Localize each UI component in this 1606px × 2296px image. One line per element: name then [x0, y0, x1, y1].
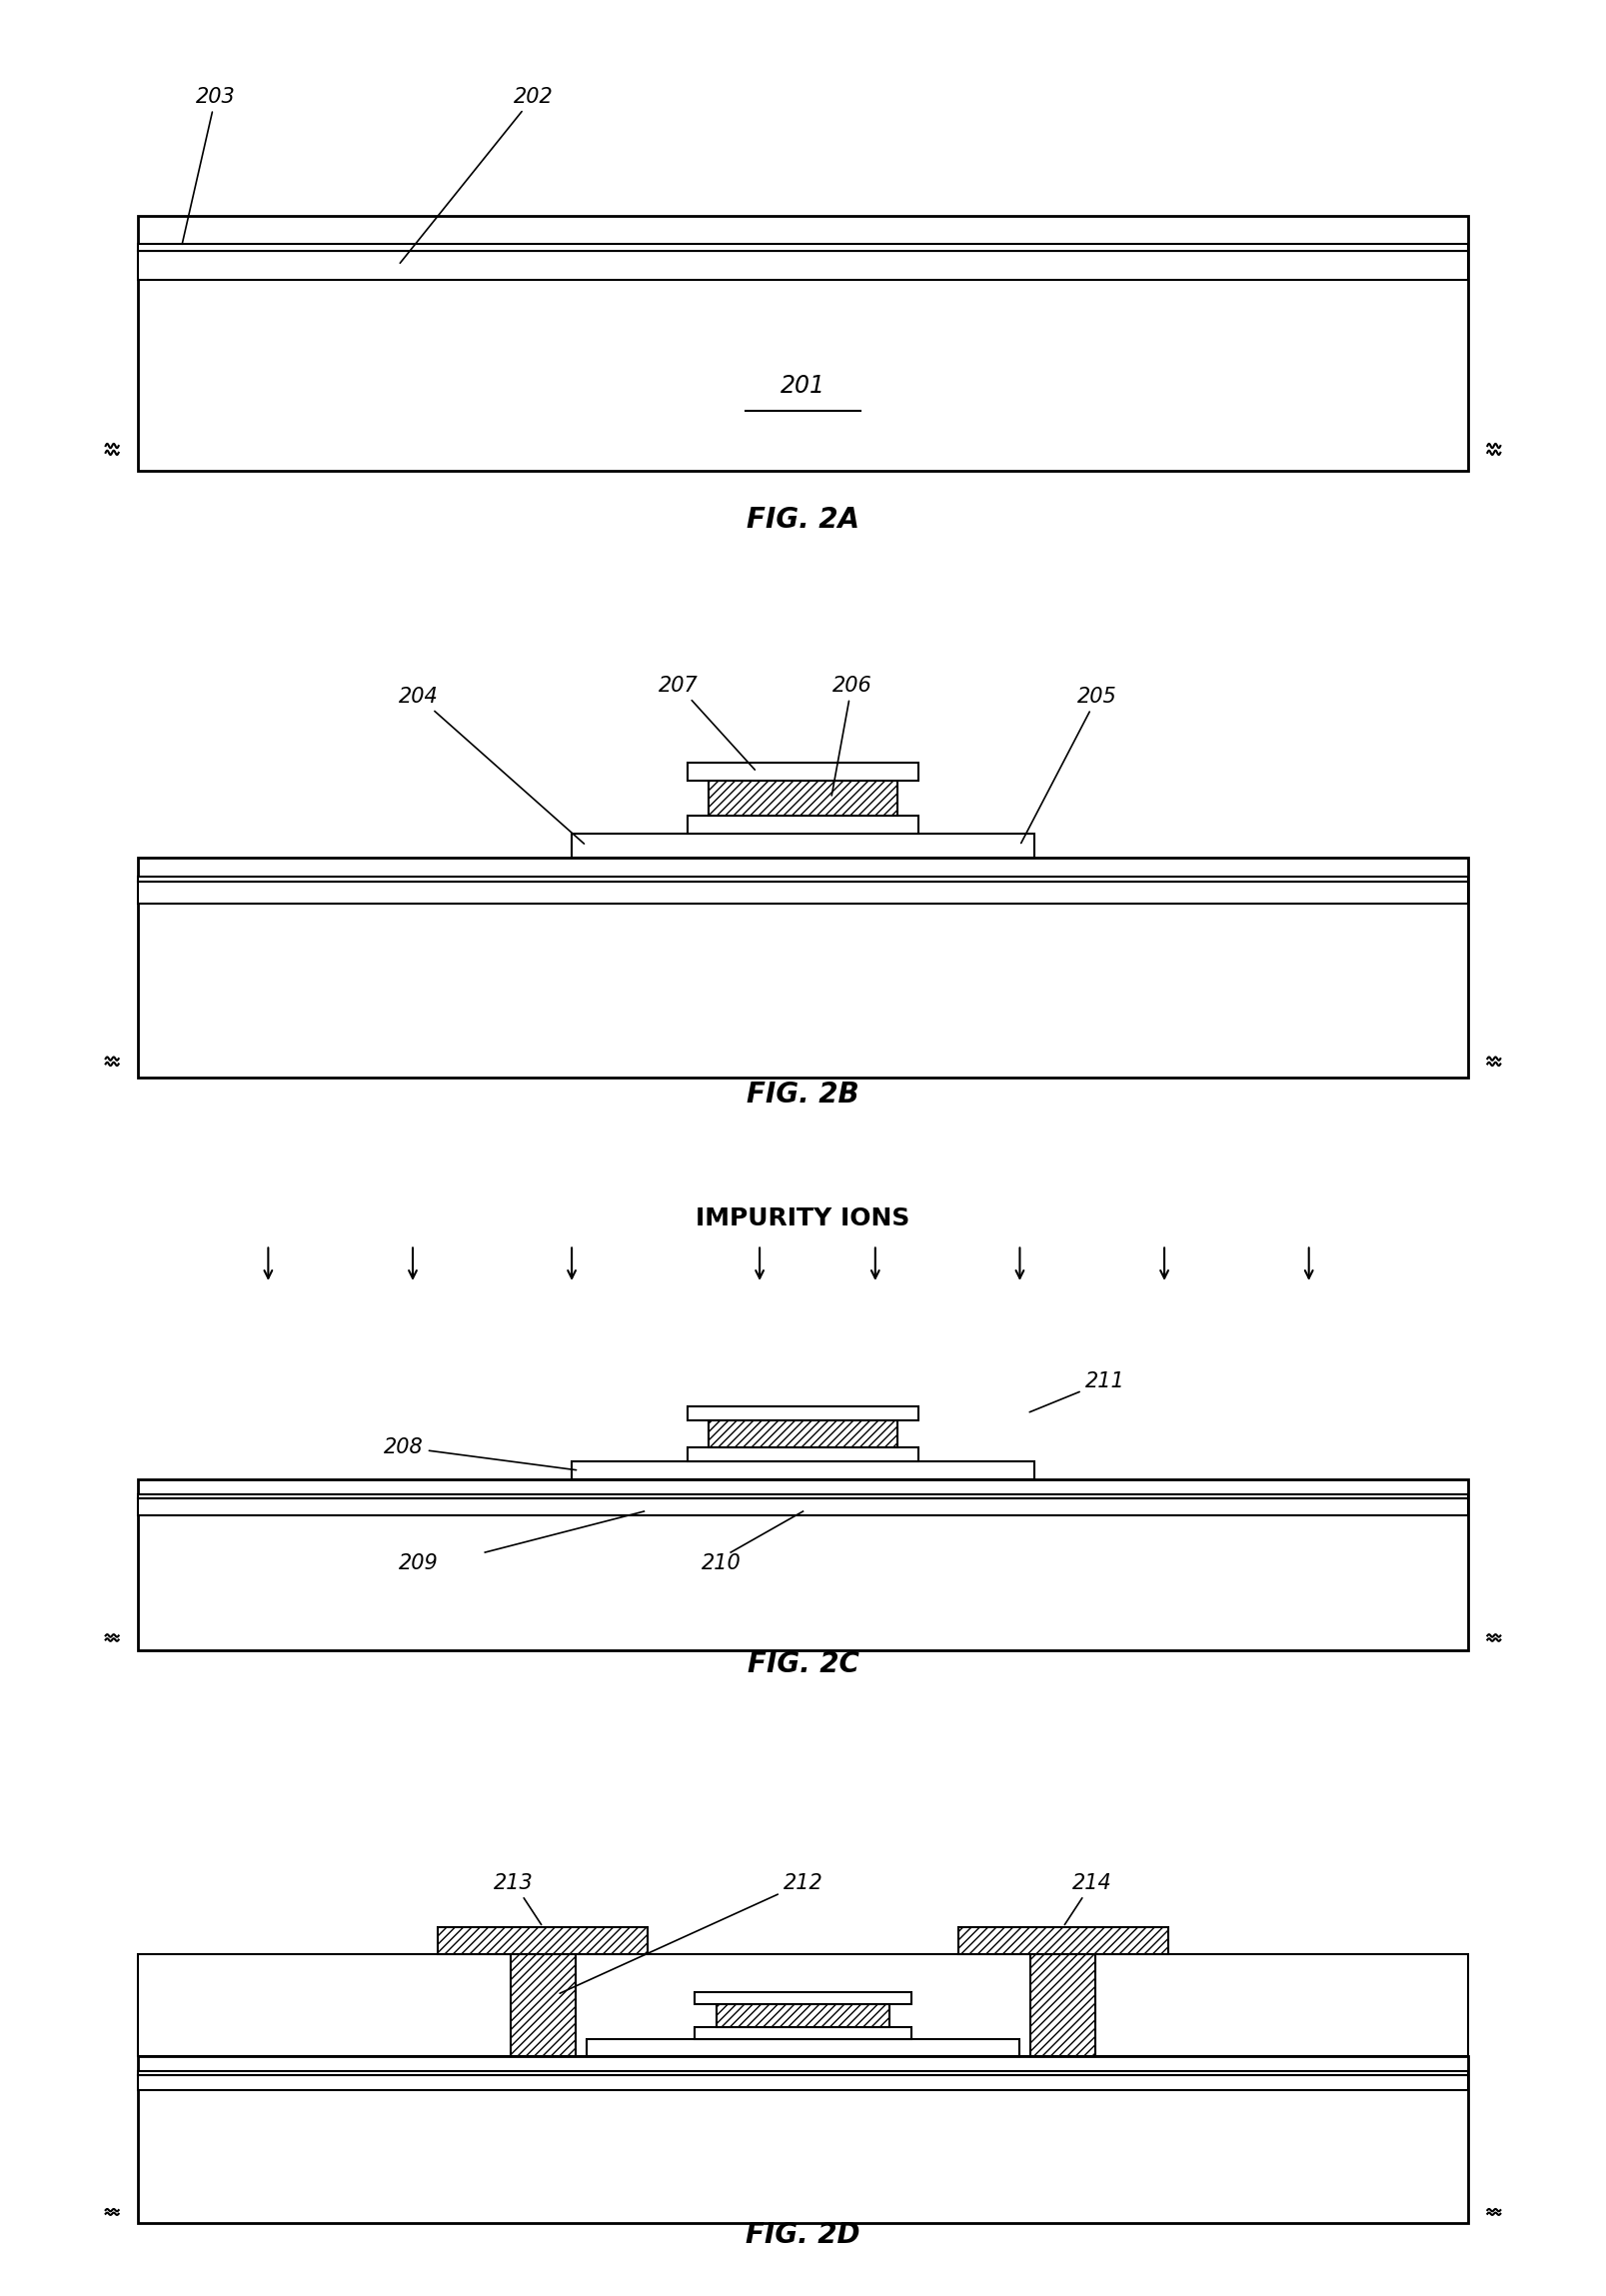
Text: FIG. 2B: FIG. 2B: [747, 1081, 859, 1109]
Bar: [138, 2055, 1468, 2223]
Text: 209: 209: [398, 1554, 438, 1573]
Bar: [138, 2071, 1468, 2076]
Bar: [138, 877, 1468, 882]
Bar: [138, 882, 1468, 905]
Bar: [138, 243, 1468, 250]
Text: 210: 210: [702, 1554, 742, 1573]
Bar: [694, 2027, 912, 2039]
Bar: [694, 1991, 912, 2004]
Text: 202: 202: [400, 87, 554, 264]
Bar: [687, 762, 919, 781]
Text: 203: 203: [181, 87, 236, 243]
Text: 207: 207: [658, 675, 755, 769]
Text: FIG. 2C: FIG. 2C: [747, 1651, 859, 1678]
Bar: [716, 2004, 890, 2027]
Bar: [572, 1460, 1034, 1481]
Bar: [687, 1446, 919, 1460]
Bar: [710, 1419, 896, 1446]
Bar: [511, 1954, 575, 2055]
Text: FIG. 2D: FIG. 2D: [745, 2220, 861, 2248]
Text: 204: 204: [398, 687, 585, 843]
Bar: [138, 250, 1468, 280]
Text: IMPURITY IONS: IMPURITY IONS: [695, 1205, 911, 1231]
Bar: [586, 2039, 1020, 2055]
Bar: [138, 1495, 1468, 1499]
Text: 213: 213: [495, 1874, 541, 1924]
Bar: [959, 1926, 1168, 1954]
Text: 206: 206: [832, 675, 872, 794]
Text: 208: 208: [384, 1437, 577, 1469]
Bar: [438, 1926, 647, 1954]
Text: 214: 214: [1065, 1874, 1111, 1924]
Text: 212: 212: [560, 1874, 822, 1993]
Bar: [1031, 1954, 1095, 2055]
Bar: [138, 859, 1468, 1077]
Text: 211: 211: [1029, 1371, 1124, 1412]
Bar: [138, 2076, 1468, 2089]
Text: 201: 201: [781, 374, 825, 397]
Bar: [710, 781, 896, 815]
Bar: [694, 1991, 912, 2004]
Bar: [138, 1499, 1468, 1515]
Bar: [138, 1954, 1468, 2055]
Bar: [687, 1407, 919, 1419]
Bar: [694, 2027, 912, 2039]
Bar: [687, 815, 919, 833]
Bar: [138, 216, 1468, 471]
Bar: [586, 2039, 1020, 2055]
Text: 205: 205: [1021, 687, 1118, 843]
Bar: [572, 833, 1034, 859]
Bar: [138, 1481, 1468, 1651]
Bar: [716, 2004, 890, 2027]
Text: FIG. 2A: FIG. 2A: [747, 505, 859, 535]
